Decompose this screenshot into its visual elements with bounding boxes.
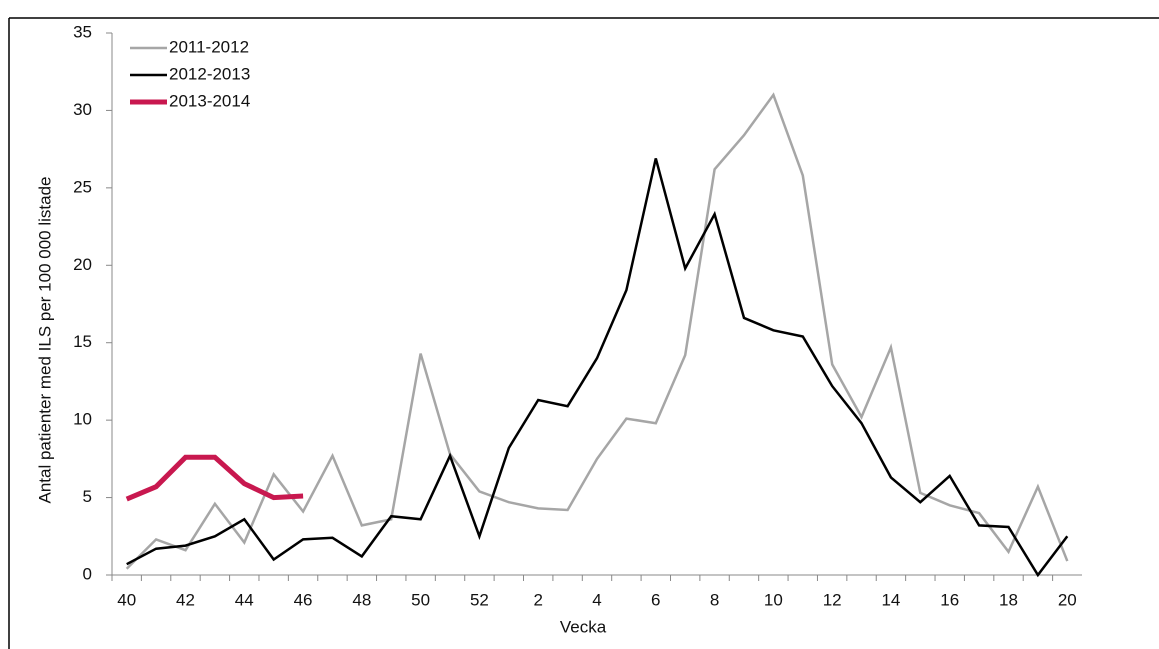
x-tick-label: 4 [592,590,601,609]
x-tick-label: 2 [533,590,542,609]
x-tick-label: 52 [470,590,489,609]
x-tick-label: 18 [999,590,1018,609]
x-tick-label: 14 [881,590,900,609]
y-tick-label: 10 [73,410,92,429]
x-tick-label: 46 [294,590,313,609]
y-tick-label: 30 [73,100,92,119]
y-tick-label: 0 [83,564,92,583]
y-tick-label: 20 [73,255,92,274]
x-tick-label: 12 [823,590,842,609]
x-tick-label: 42 [176,590,195,609]
series-line [125,92,1069,570]
y-axis-label: Antal patienter med ILS per 100 000 list… [35,177,54,504]
series-line [126,158,1069,578]
x-tick-label: 6 [651,590,660,609]
x-tick-label: 10 [764,590,783,609]
x-tick-label: 48 [352,590,371,609]
x-tick-label: 20 [1058,590,1077,609]
x-axis-label: Vecka [560,617,607,636]
legend-label: 2013-2014 [169,91,250,110]
series-line [125,454,304,502]
y-tick-label: 25 [73,177,92,196]
x-tick-label: 40 [117,590,136,609]
x-tick-label: 44 [235,590,254,609]
x-tick-label: 16 [940,590,959,609]
legend-label: 2011-2012 [169,37,249,56]
x-tick-label: 8 [710,590,719,609]
y-tick-label: 5 [83,487,92,506]
x-tick-label: 50 [411,590,430,609]
legend-label: 2012-2013 [169,64,250,83]
y-tick-label: 35 [73,22,92,41]
y-tick-label: 15 [73,332,92,351]
